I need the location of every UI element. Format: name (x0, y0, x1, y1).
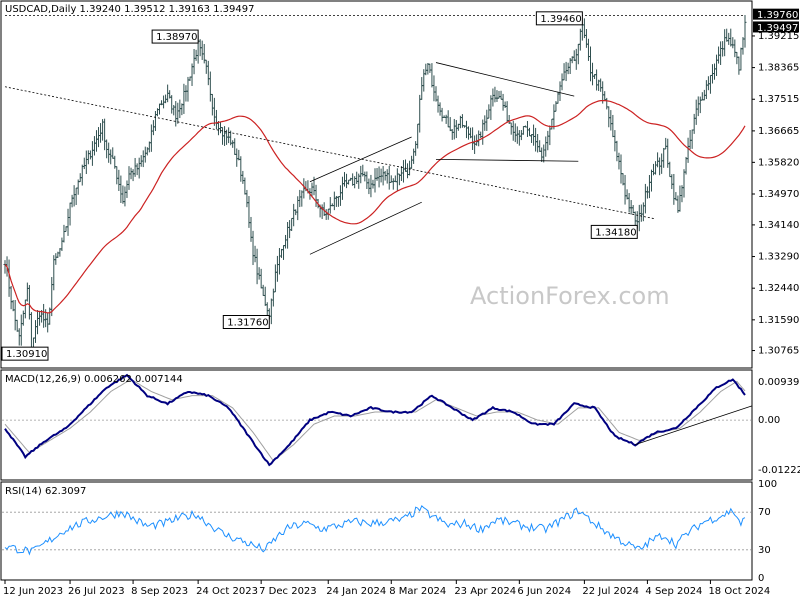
date-tick-label: 24 Jan 2024 (326, 586, 386, 597)
price-tick-label: 1.32440 (758, 283, 799, 294)
svg-text:1.34180: 1.34180 (595, 227, 636, 238)
rsi-series (4, 504, 746, 556)
price-tick-label: 1.30765 (758, 346, 799, 357)
pivot-label: 1.38970 (151, 29, 199, 44)
trend-lines (4, 15, 745, 255)
svg-text:1.30910: 1.30910 (6, 349, 47, 360)
date-tick-label: 23 Apr 2024 (454, 586, 516, 597)
wedge-lower-line (435, 158, 579, 162)
date-tick-label: 22 Jul 2024 (582, 586, 639, 597)
rsi-tick-label: 0 (758, 573, 764, 584)
price-panel (0, 0, 753, 369)
svg-text:1.39760: 1.39760 (757, 10, 798, 21)
macd-lines (2, 373, 753, 467)
rsi-tick-label: 70 (758, 507, 771, 518)
date-tick-label: 4 Sep 2024 (645, 586, 702, 597)
macd-tick-label: 0.00 (758, 415, 780, 426)
axis-labels: 1.39215 1.38365 1.37515 1.36665 1.35820 1.349… (3, 8, 800, 597)
date-tick-label: 26 Jul 2023 (68, 586, 125, 597)
rsi-line (2, 504, 751, 556)
pivot-label: 1.34180 (590, 224, 638, 239)
channel-lower-line (309, 201, 422, 255)
header-rsi: RSI(14) 62.3097 (5, 486, 86, 497)
price-tick-label: 1.33290 (758, 252, 799, 263)
current-price-label: 1.39760 (753, 8, 799, 21)
current-price-label: 1.39497 (753, 21, 799, 34)
price-tick-label: 1.37515 (758, 94, 799, 105)
date-tick-label: 24 Oct 2023 (196, 586, 258, 597)
macd-panel (0, 369, 753, 481)
macd-trend-line (635, 405, 753, 445)
pivot-label: 1.30910 (1, 346, 49, 361)
header-main: USDCAD,Daily 1.39240 1.39512 1.39163 1.3… (5, 4, 255, 15)
macd-tick-label: 0.009391 (758, 377, 800, 388)
date-tick-label: 18 Oct 2024 (708, 586, 770, 597)
price-tick-label: 1.34970 (758, 189, 799, 200)
moving-average (4, 99, 746, 314)
rsi-panel (0, 481, 753, 581)
macd-main (4, 373, 746, 467)
date-tick-label: 6 Jun 2024 (517, 586, 571, 597)
date-tick-label: 12 Jun 2023 (3, 586, 63, 597)
long-term-resistance-line (4, 86, 656, 220)
price-tick-label: 1.31590 (758, 315, 799, 326)
rsi-tick-label: 30 (758, 545, 771, 556)
macd-tick-label: -0.012225 (758, 465, 800, 476)
price-tick-label: 1.39215 (758, 31, 799, 42)
svg-text:1.39497: 1.39497 (757, 23, 798, 34)
price-bars (3, 15, 747, 349)
price-tick-label: 1.35820 (758, 157, 799, 168)
ohlc-bar (743, 15, 747, 48)
rsi-tick-label: 100 (758, 479, 777, 490)
header-macd: MACD(12,26,9) 0.006262 0.007144 (5, 374, 183, 385)
pivot-label: 1.31760 (222, 315, 270, 330)
svg-text:1.39460: 1.39460 (540, 14, 581, 25)
date-tick-label: 8 Sep 2023 (131, 586, 188, 597)
wedge-upper-line (435, 62, 575, 97)
pivot-label: 1.39460 (535, 11, 583, 26)
svg-text:1.31760: 1.31760 (227, 318, 268, 329)
svg-text:1.38970: 1.38970 (156, 32, 197, 43)
price-tick-label: 1.36665 (758, 126, 799, 137)
ma-line (4, 99, 746, 314)
macd-signal (4, 378, 746, 462)
date-tick-label: 8 Mar 2024 (389, 586, 446, 597)
channel-upper-line (309, 136, 412, 183)
date-tick-label: 7 Dec 2023 (259, 586, 317, 597)
watermark: ActionForex.com (470, 282, 670, 310)
price-tick-label: 1.38365 (758, 63, 799, 74)
pivot-labels: 1.30910 1.38970 1.31760 1.39460 1.34180 (1, 11, 638, 361)
price-tick-label: 1.34140 (758, 220, 799, 231)
